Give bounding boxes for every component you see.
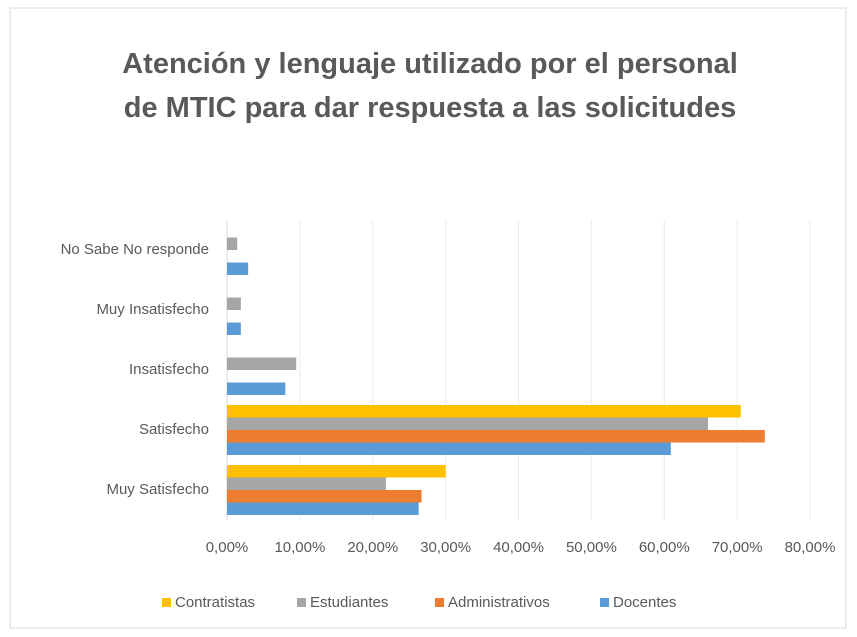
legend-label: Estudiantes xyxy=(310,594,388,611)
x-tick-label: 30,00% xyxy=(420,539,471,556)
bar xyxy=(227,297,241,310)
bar xyxy=(227,237,238,250)
bar xyxy=(227,465,446,478)
bar xyxy=(227,322,241,335)
chart-title: Atención y lenguaje utilizado por el per… xyxy=(122,48,738,124)
legend-label: Docentes xyxy=(613,594,676,611)
x-tick-label: 0,00% xyxy=(206,539,249,556)
x-tick-label: 60,00% xyxy=(639,539,690,556)
x-tick-label: 50,00% xyxy=(566,539,617,556)
bar xyxy=(227,490,422,503)
x-tick-label: 20,00% xyxy=(347,539,398,556)
bar xyxy=(227,417,708,430)
x-tick-label: 80,00% xyxy=(785,539,836,556)
bar xyxy=(227,442,671,455)
bar xyxy=(227,405,741,418)
legend-label: Administrativos xyxy=(448,594,550,611)
legend-swatch xyxy=(297,598,306,607)
y-tick-label: No Sabe No responde xyxy=(61,241,209,258)
x-tick-label: 10,00% xyxy=(274,539,325,556)
bar xyxy=(227,357,297,370)
legend-swatch xyxy=(435,598,444,607)
y-tick-label: Satisfecho xyxy=(139,421,209,438)
bar xyxy=(227,262,249,275)
legend-swatch xyxy=(162,598,171,607)
bar xyxy=(227,477,386,490)
bar xyxy=(227,430,765,443)
bar xyxy=(227,502,419,515)
chart-border xyxy=(9,7,847,629)
x-tick-label: 70,00% xyxy=(712,539,763,556)
legend-swatch xyxy=(600,598,609,607)
bar xyxy=(227,382,286,395)
y-tick-label: Muy Insatisfecho xyxy=(96,301,209,318)
y-tick-label: Muy Satisfecho xyxy=(106,481,209,498)
y-tick-label: Insatisfecho xyxy=(129,361,209,378)
x-tick-label: 40,00% xyxy=(493,539,544,556)
legend-label: Contratistas xyxy=(175,594,255,611)
